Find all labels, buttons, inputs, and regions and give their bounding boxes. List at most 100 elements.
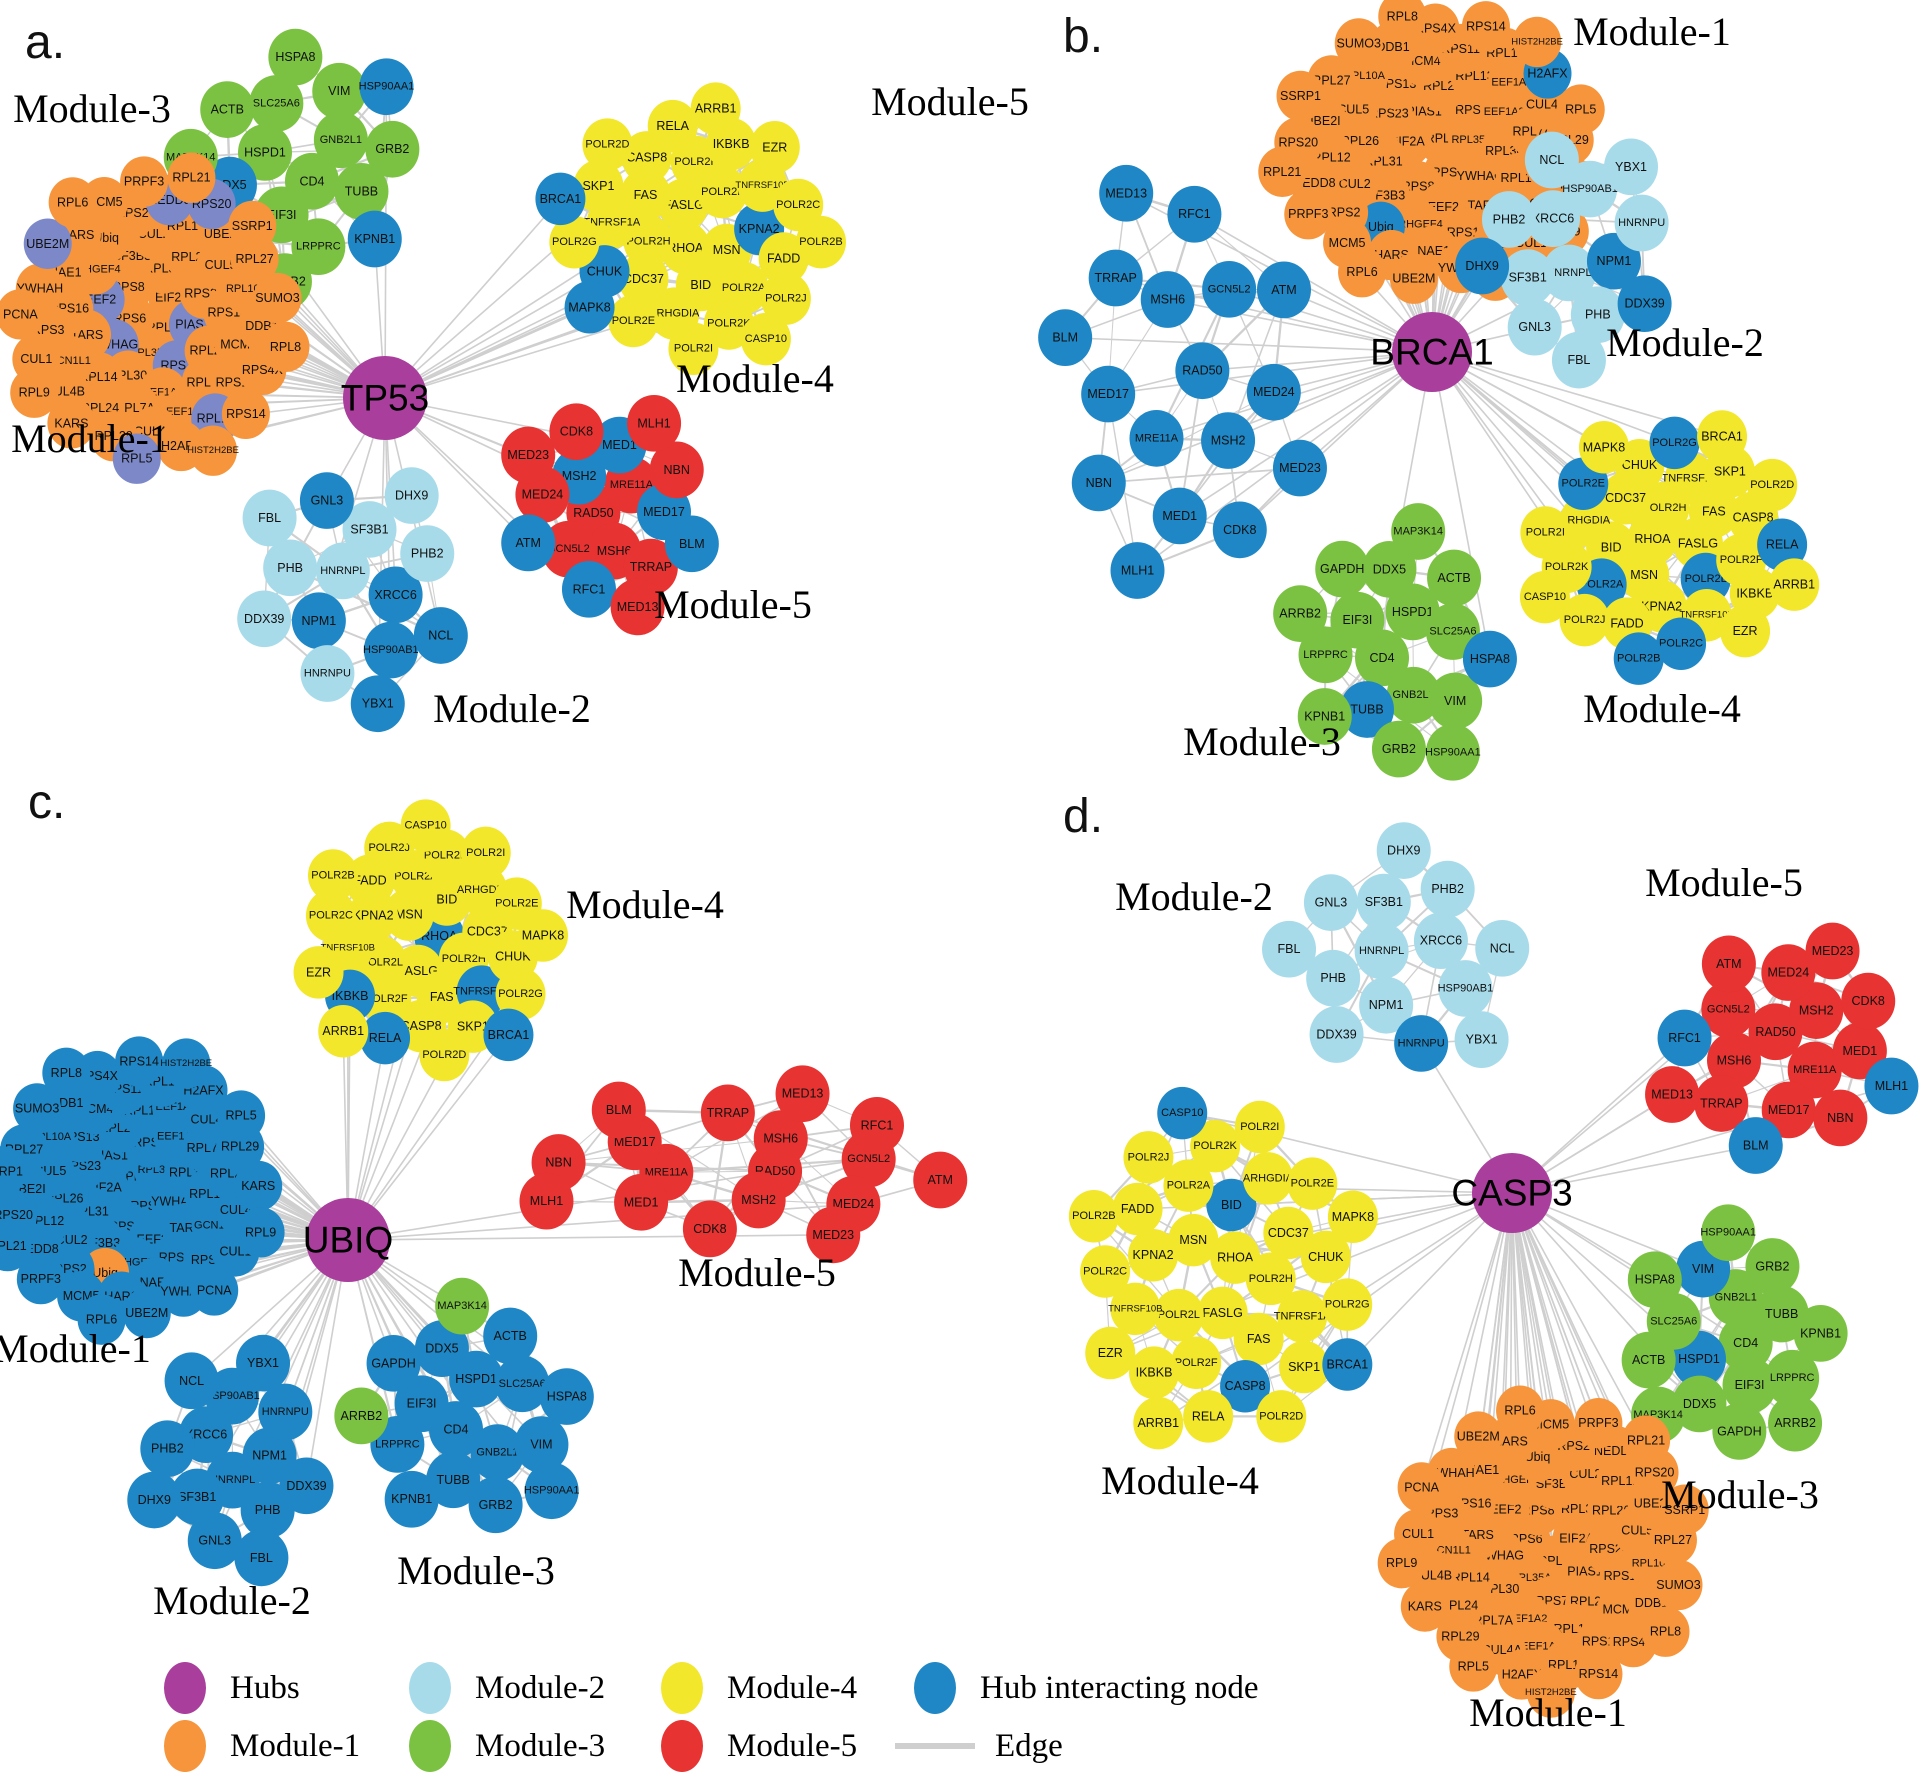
panel-c: RPL7RPS6EIF2ARPL35ARPS8PIAS1YWHAGRPL31RP… (0, 776, 968, 1623)
node-label-POLR2D: POLR2D (585, 139, 629, 151)
node-label-MED13: MED13 (1105, 186, 1147, 200)
node-label-RPS4X: RPS4X (1415, 22, 1457, 36)
node-label-TUBB: TUBB (345, 184, 378, 198)
node-label-MCM5: MCM5 (1329, 236, 1366, 250)
legend-label-Module-5: Module-5 (727, 1728, 857, 1764)
node-label-SUMO3: SUMO3 (1337, 36, 1382, 50)
node-TUBB (334, 163, 389, 220)
node-label-RPS23: RPS23 (1369, 106, 1409, 120)
node-label-FASLG: FASLG (1203, 1306, 1243, 1320)
node-label-MED17: MED17 (1768, 1103, 1810, 1117)
node-POLR2D (582, 118, 633, 171)
node-label-RPL27: RPL27 (1654, 1533, 1692, 1547)
node-label-MED17: MED17 (1087, 387, 1129, 401)
node-RELA (647, 99, 698, 153)
node-label-CASP10: CASP10 (745, 333, 787, 345)
node-label-HSPD1: HSPD1 (1678, 1352, 1720, 1366)
module-label-a-Module-2: Module-2 (433, 686, 591, 731)
node-SLC25A6 (249, 75, 304, 132)
node-label-MED23: MED23 (1279, 461, 1321, 475)
node-label-BLM: BLM (1743, 1139, 1769, 1153)
node-label-CDC37: CDC37 (1268, 1226, 1309, 1240)
node-PHB2 (1481, 191, 1536, 248)
node-BLM (1038, 309, 1093, 366)
node-FBL (242, 489, 297, 547)
node-label-ATM: ATM (928, 1173, 953, 1187)
node-label-TRRAP: TRRAP (707, 1106, 749, 1120)
node-label-MAPK8: MAPK8 (522, 928, 564, 942)
node-label-POLR2G: POLR2G (1652, 437, 1697, 449)
node-label-VIM: VIM (530, 1438, 552, 1452)
node-label-POLR2K: POLR2K (1193, 1140, 1237, 1152)
node-label-POLR2F: POLR2F (1175, 1357, 1218, 1369)
node-label-SSRP1: SSRP1 (1280, 89, 1321, 103)
node-label-FADD: FADD (1121, 1202, 1154, 1216)
node-label-SKP1: SKP1 (1288, 1360, 1320, 1374)
module-label-a-Module-4: Module-4 (676, 356, 834, 401)
node-label-RPL5: RPL5 (1458, 1659, 1489, 1673)
node-label-POLR2I: POLR2I (1526, 526, 1565, 538)
node-label-BLM: BLM (606, 1103, 632, 1117)
node-NCL (1524, 131, 1579, 189)
module-label-d-Module-4: Module-4 (1101, 1458, 1259, 1503)
node-MRE11A (1129, 410, 1184, 467)
node-label-CUL5: CUL5 (205, 258, 237, 272)
node-label-RELA: RELA (656, 119, 689, 133)
node-label-VIM: VIM (1692, 1262, 1714, 1276)
node-label-BID: BID (436, 892, 457, 906)
node-label-SF3B1: SF3B1 (178, 1490, 216, 1504)
legend-swatch-Hubs (164, 1662, 206, 1714)
legend-swatch-Module-4 (661, 1662, 703, 1714)
node-ACTB (1427, 549, 1482, 607)
node-label-CASP10: CASP10 (1524, 591, 1566, 603)
node-label-CD4: CD4 (299, 174, 324, 188)
node-label-LRPPRC: LRPPRC (1303, 649, 1348, 661)
node-label-FADD: FADD (353, 874, 386, 888)
edge (289, 566, 442, 637)
node-label-RPL21: RPL21 (1263, 165, 1301, 179)
node-POLR2E (608, 294, 659, 348)
node-label-MED17: MED17 (643, 505, 685, 519)
node-DDX39 (1617, 275, 1672, 333)
node-label-SKP1: SKP1 (1714, 465, 1746, 479)
node-label-DDX39: DDX39 (244, 612, 284, 626)
node-label-POLR2L: POLR2L (1685, 573, 1727, 585)
node-SKP1 (573, 159, 624, 213)
node-HNRNPL (315, 542, 370, 600)
node-label-EEF1A1: EEF1A1 (1491, 76, 1532, 88)
node-label-PHB: PHB (1320, 971, 1346, 985)
node-label-MRE11A: MRE11A (1135, 432, 1179, 444)
node-XRCC6 (368, 566, 423, 624)
node-CDC37 (618, 252, 669, 306)
node-label-MED24: MED24 (1767, 966, 1809, 980)
node-label-EZR: EZR (762, 140, 787, 154)
node-label-RPL8: RPL8 (270, 340, 301, 354)
node-label-POLR2C: POLR2C (776, 199, 820, 211)
node-label-CUL4A: CUL4A (1526, 97, 1567, 111)
node-label-KPNA2: KPNA2 (1133, 1248, 1174, 1262)
node-label-XRCC6: XRCC6 (374, 588, 416, 602)
node-label-TNFRSF10B: TNFRSF10B (1108, 1303, 1162, 1314)
node-label-RPL6: RPL6 (57, 195, 88, 209)
node-POLR2I (1520, 506, 1571, 559)
node-label-NCL: NCL (1539, 153, 1564, 167)
node-MAP3K14 (1391, 503, 1446, 560)
node-SF3B1 (1500, 249, 1555, 306)
node-label-UBE2M: UBE2M (1457, 1430, 1500, 1444)
node-label-EZR: EZR (1098, 1346, 1123, 1360)
hub-node-BRCA1 (1392, 312, 1472, 392)
node-label-GCN5L2: GCN5L2 (847, 1153, 890, 1165)
node-label-POLR2H: POLR2H (627, 236, 671, 248)
node-KPNB1 (347, 210, 402, 268)
node-DDX39 (237, 590, 292, 648)
node-label-DDB1: DDB1 (1376, 40, 1409, 54)
hub-node-TP53 (343, 356, 427, 440)
node-label-MED24: MED24 (1253, 385, 1295, 399)
node-label-HSPD1: HSPD1 (455, 1372, 497, 1386)
hub-label-CASP3: CASP3 (1451, 1173, 1572, 1214)
node-label-HSP90AA1: HSP90AA1 (359, 81, 415, 93)
panel-letter-d: d. (1063, 790, 1103, 843)
node-label-PHB: PHB (1585, 308, 1611, 322)
node-SUMO3 (253, 272, 302, 324)
node-label-FASLG: FASLG (664, 198, 704, 212)
